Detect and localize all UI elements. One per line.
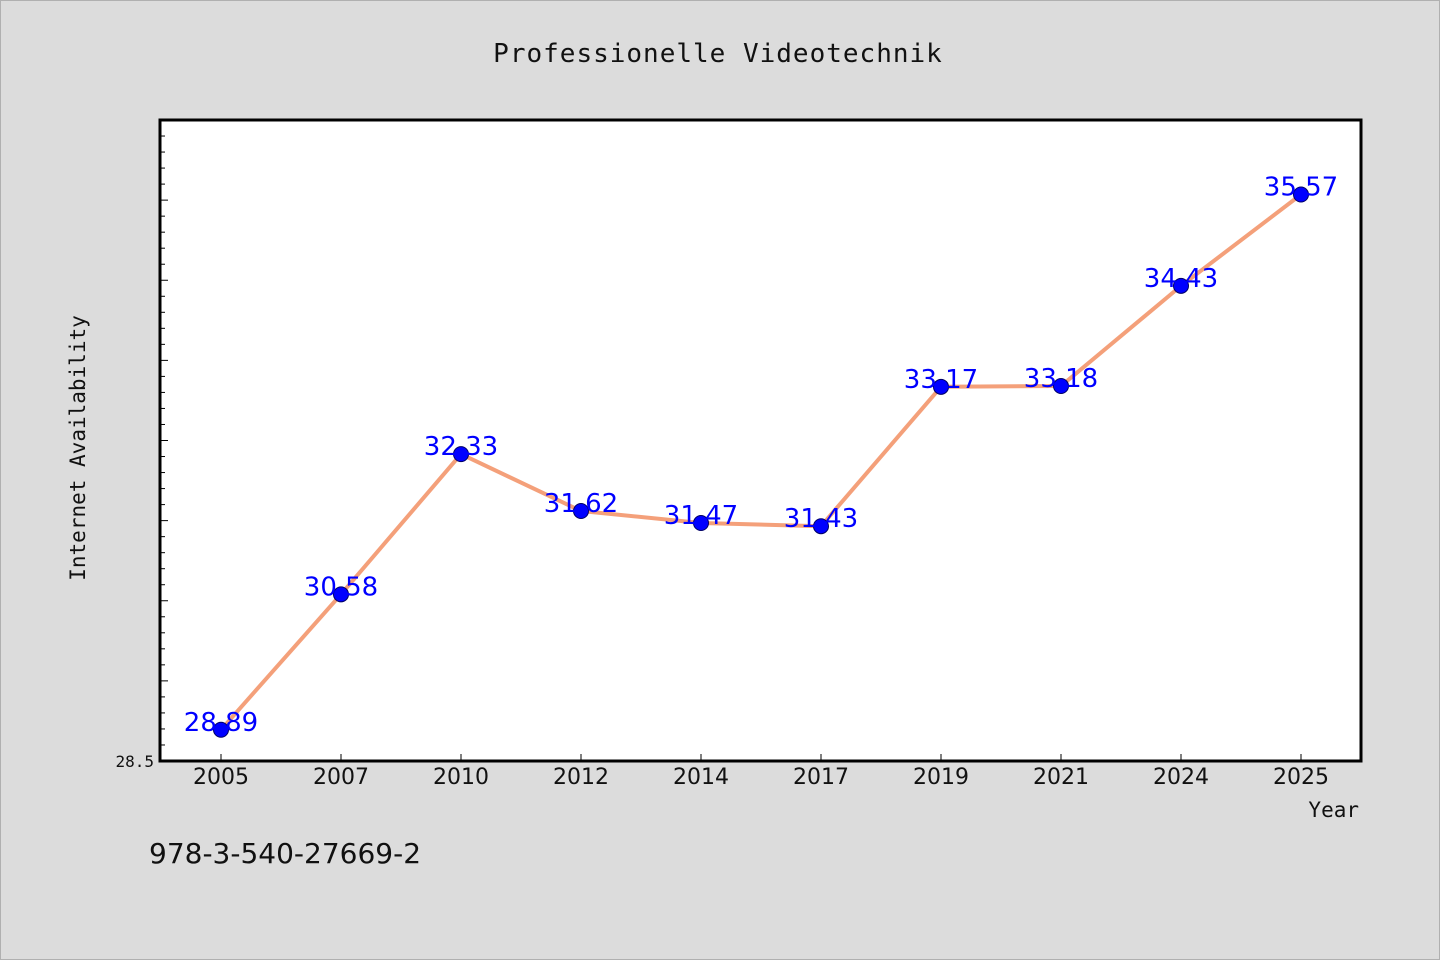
data-point <box>693 515 709 532</box>
x-axis-label: Year <box>1308 798 1359 822</box>
x-tick-label: 2021 <box>1033 765 1089 790</box>
x-tick-label: 2010 <box>433 765 489 790</box>
data-label: 34.43 <box>1144 264 1218 294</box>
data-label: 33.18 <box>1024 364 1098 394</box>
data-point <box>333 586 349 603</box>
x-tick-label: 2014 <box>673 765 729 790</box>
data-point <box>813 518 829 535</box>
x-tick-label: 2017 <box>793 765 849 790</box>
x-tick-label: 2019 <box>913 765 969 790</box>
data-point <box>1293 186 1309 203</box>
data-point <box>213 721 229 738</box>
x-tick-label: 2025 <box>1273 765 1329 790</box>
data-label: 28.89 <box>184 708 258 738</box>
series-layer: 28.89 30.58 32.33 31.62 31.47 31.43 33.17 33.18… <box>184 173 1338 738</box>
plot-area <box>158 118 1363 763</box>
chart-title: Professionelle Videotechnik <box>493 39 943 69</box>
data-point <box>453 446 469 463</box>
y-tick-label: 28.5 <box>115 752 154 771</box>
data-label: 31.62 <box>544 489 618 519</box>
data-point <box>1053 378 1069 395</box>
series-line <box>219 192 1303 732</box>
isbn-footer: 978-3-540-27669-2 <box>149 837 421 870</box>
data-label: 35.57 <box>1264 173 1338 203</box>
x-axis-ticks: 2005 2007 2010 2012 2014 2017 2019 2021 2024 2025 <box>193 754 1329 790</box>
x-tick-label: 2005 <box>193 765 249 790</box>
x-tick-label: 2012 <box>553 765 609 790</box>
data-point <box>573 503 589 520</box>
data-label: 31.47 <box>664 501 738 531</box>
data-label: 32.33 <box>424 432 498 462</box>
data-point <box>1173 277 1189 294</box>
data-point <box>933 378 949 395</box>
data-label: 31.43 <box>784 504 858 534</box>
data-label: 33.17 <box>904 365 978 395</box>
y-axis-label: Internet Availability <box>66 315 90 581</box>
x-tick-label: 2024 <box>1153 765 1209 790</box>
data-label: 30.58 <box>304 572 378 602</box>
x-tick-label: 2007 <box>313 765 369 790</box>
y-axis-ticks: 28.5 <box>115 135 168 771</box>
